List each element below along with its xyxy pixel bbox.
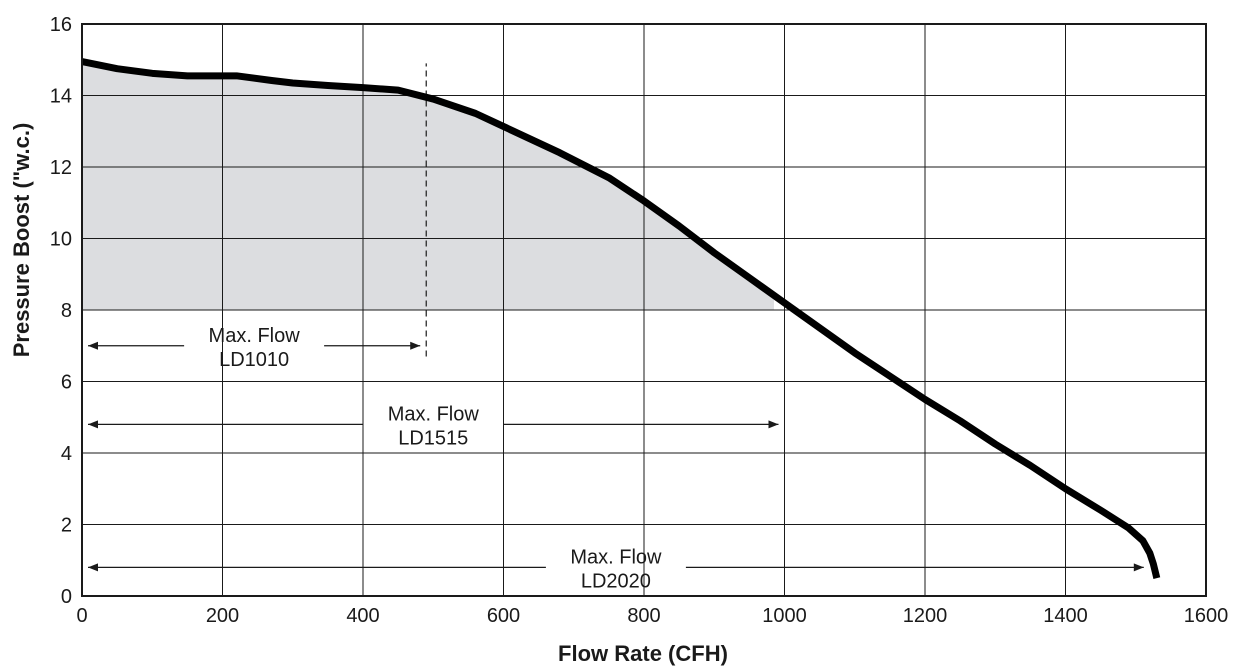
y-tick-label: 16 (50, 14, 72, 36)
x-tick-label: 400 (346, 605, 379, 627)
annotation-label-line1: Max. Flow (570, 546, 662, 568)
annotation-label-line2: LD2020 (581, 570, 651, 592)
annotation-label-line2: LD1515 (398, 427, 468, 449)
annotation-label-line1: Max. Flow (388, 403, 480, 425)
x-tick-label: 200 (206, 605, 239, 627)
x-tick-label: 1200 (903, 605, 948, 627)
series-layer (81, 58, 1161, 579)
y-tick-label: 8 (61, 300, 72, 322)
axis-layer: 0 200 400 600 800 1000 1200 1400 1600 0 2 4 6 8 10 12 14… (50, 14, 1229, 627)
x-tick-label: 600 (487, 605, 520, 627)
y-axis-title: Pressure Boost ("w.c.) (9, 123, 34, 358)
x-tick-label: 1000 (762, 605, 807, 627)
y-tick-label: 12 (50, 157, 72, 179)
y-tick-label: 0 (61, 586, 72, 608)
shaded-region (82, 61, 774, 310)
x-tick-label: 0 (76, 605, 87, 627)
annotation-label-line1: Max. Flow (209, 325, 301, 347)
shaded-operating-region-layer (82, 61, 774, 310)
y-tick-label: 10 (50, 229, 72, 251)
y-tick-label: 2 (61, 515, 72, 537)
y-tick-label: 14 (50, 86, 72, 108)
x-tick-label: 800 (627, 605, 660, 627)
y-tick-label: 6 (61, 372, 72, 394)
x-axis-title: Flow Rate (CFH) (558, 641, 728, 666)
annotation-label-line2: LD1010 (219, 349, 289, 371)
x-tick-label: 1600 (1184, 605, 1229, 627)
series-line (81, 58, 1161, 579)
y-tick-label: 4 (61, 443, 72, 465)
plot-frame (81, 23, 1207, 597)
x-tick-label: 1400 (1043, 605, 1088, 627)
